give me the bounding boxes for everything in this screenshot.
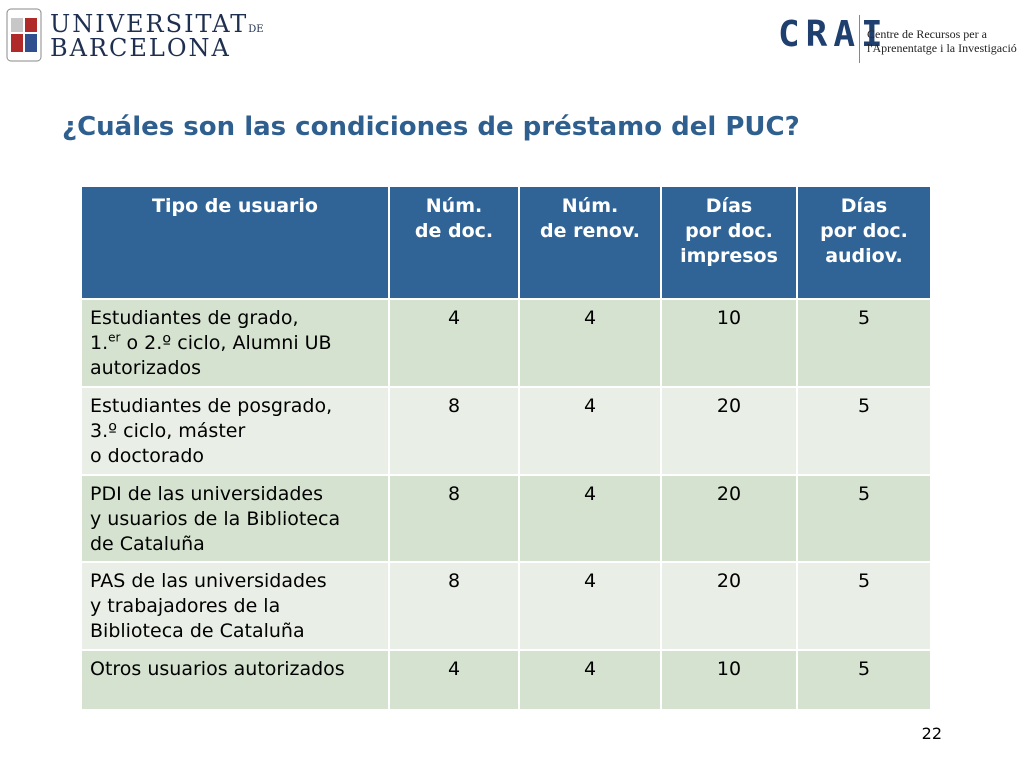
number-cell: 5 [796, 474, 932, 563]
cell-text: o 2.º ciclo, Alumni UB [120, 332, 332, 354]
cell-line: Estudiantes de grado, [90, 307, 299, 329]
table-row: PAS de las universidades y trabajadores d… [80, 561, 932, 651]
header-line: de renov. [540, 220, 640, 242]
number-cell: 4 [518, 649, 662, 711]
number-cell: 8 [388, 561, 520, 651]
header-cell: Días por doc. audiov. [796, 185, 932, 300]
header-line: audiov. [825, 245, 903, 267]
header-line: Días [705, 195, 753, 217]
ub-name-bottom: BARCELONA [50, 34, 231, 62]
header-cell: Núm. de renov. [518, 185, 662, 300]
crai-acronym: CRAI [778, 14, 889, 55]
number-cell: 5 [796, 561, 932, 651]
user-type-cell: Estudiantes de grado, 1.er o 2.º ciclo, A… [80, 298, 390, 388]
cell-line: PAS de las universidades [90, 570, 327, 592]
user-type-cell: Otros usuarios autorizados [80, 649, 390, 711]
cell-line: autorizados [90, 357, 202, 379]
header-row: Tipo de usuario Núm. de doc. Núm. de renov. D… [80, 185, 932, 300]
header-cell: Núm. de doc. [388, 185, 520, 300]
user-type-cell: PDI de las universidades y usuarios de la… [80, 474, 390, 563]
ub-shield [6, 8, 42, 62]
cell-line: de Cataluña [90, 533, 205, 555]
table-row: Otros usuarios autorizados 4 4 10 5 [80, 649, 932, 711]
number-cell: 4 [518, 474, 662, 563]
table-row: PDI de las universidades y usuarios de la… [80, 474, 932, 563]
number-cell: 5 [796, 298, 932, 388]
cell-line: 1.er o 2.º ciclo, Alumni UB [90, 331, 380, 356]
number-cell: 20 [660, 386, 798, 476]
crai-line1: Centre de Recursos per a [867, 27, 987, 41]
header-line: Días [840, 195, 888, 217]
number-cell: 5 [796, 386, 932, 476]
number-cell: 8 [388, 474, 520, 563]
table-row: Estudiantes de grado, 1.er o 2.º ciclo, A… [80, 298, 932, 388]
number-cell: 4 [518, 386, 662, 476]
header-line: Núm. [425, 195, 483, 217]
crai-line2: l'Aprenentatge i la Investigació [867, 41, 1017, 55]
number-cell: 4 [518, 298, 662, 388]
cell-text: er [108, 330, 121, 345]
cell-line: Otros usuarios autorizados [90, 658, 345, 680]
number-cell: 4 [518, 561, 662, 651]
user-type-cell: Estudiantes de posgrado, 3.º ciclo, máste… [80, 386, 390, 476]
cell-line: 3.º ciclo, máster [90, 420, 246, 442]
title: ¿Cuáles son las condiciones de préstamo … [62, 112, 800, 142]
number-cell: 4 [388, 649, 520, 711]
header-cell: Tipo de usuario [80, 185, 390, 300]
header-line: impresos [680, 245, 778, 267]
number-cell: 10 [660, 298, 798, 388]
header-line: por doc. [685, 220, 773, 242]
cell-line: y usuarios de la Biblioteca [90, 508, 341, 530]
cell-line: Biblioteca de Cataluña [90, 620, 305, 642]
cell-line: o doctorado [90, 445, 205, 467]
ub-name-top: UNIVERSITATDE [50, 10, 264, 38]
user-type-cell: PAS de las universidades y trabajadores d… [80, 561, 390, 651]
header-line: de doc. [414, 220, 494, 242]
number-cell: 20 [660, 561, 798, 651]
number-cell: 8 [388, 386, 520, 476]
number-cell: 5 [796, 649, 932, 711]
loan-table: Tipo de usuario Núm. de doc. Núm. de renov. D… [80, 185, 932, 711]
number-cell: 4 [388, 298, 520, 388]
cell-line: y trabajadores de la [90, 595, 281, 617]
header-cell: Días por doc. impresos [660, 185, 798, 300]
header-line: Núm. [561, 195, 619, 217]
number-cell: 20 [660, 474, 798, 563]
cell-text: 1. [90, 332, 109, 354]
header-line: Tipo de usuario [152, 195, 318, 217]
cell-line: PDI de las universidades [90, 483, 324, 505]
divider [859, 15, 860, 63]
number-cell: 10 [660, 649, 798, 711]
header-line: por doc. [820, 220, 908, 242]
cell-line: Estudiantes de posgrado, [90, 395, 333, 417]
table-row: Estudiantes de posgrado, 3.º ciclo, máste… [80, 386, 932, 476]
page-number: 22 [921, 724, 942, 743]
